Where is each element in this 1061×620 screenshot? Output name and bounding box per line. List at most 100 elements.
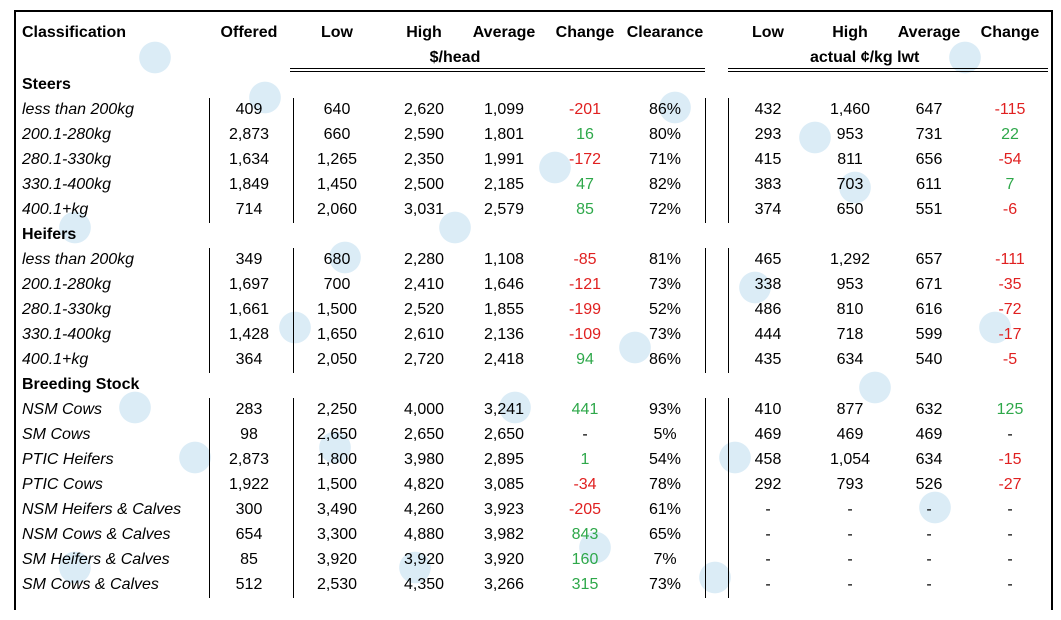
cell-change: - [582, 426, 588, 443]
cell-low: 2,530 [316, 576, 358, 593]
unit-cents-per-kg: actual ¢/kg lwt [810, 49, 920, 66]
row-label: less than 200kg [22, 101, 135, 118]
cell-change: -201 [568, 101, 602, 118]
cell-low-ckg: 415 [754, 151, 782, 168]
cell-high: 2,500 [403, 176, 445, 193]
cell-high-ckg: 634 [836, 351, 864, 368]
cell-change: 843 [571, 526, 599, 543]
cell-change: 1 [580, 451, 590, 468]
separator-prices [293, 248, 294, 373]
cell-clearance: 72% [648, 201, 682, 218]
cell-low-ckg: 410 [754, 401, 782, 418]
cell-change-ckg: -15 [998, 451, 1022, 468]
cell-average-ckg: 656 [915, 151, 943, 168]
cell-offered: 409 [235, 101, 263, 118]
separator-prices [293, 98, 294, 223]
cell-change-ckg: 7 [1005, 176, 1015, 193]
cell-offered: 300 [235, 501, 263, 518]
unit-per-head: $/head [429, 49, 481, 66]
row-label: SM Cows & Calves [22, 576, 159, 593]
cell-average-ckg: 647 [915, 101, 943, 118]
cell-low: 700 [323, 276, 351, 293]
cell-clearance: 86% [648, 351, 682, 368]
separator-offered [209, 398, 210, 598]
cell-high-ckg: - [847, 576, 853, 593]
cell-low: 2,050 [316, 351, 358, 368]
cell-average: 1,991 [483, 151, 525, 168]
cell-average-ckg: 611 [916, 176, 942, 193]
separator-offered [209, 248, 210, 373]
separator-offered [209, 98, 210, 223]
cell-average-ckg: - [926, 576, 932, 593]
header-change: Change [555, 24, 615, 41]
row-label: PTIC Heifers [22, 451, 114, 468]
cell-average: 1,108 [483, 251, 525, 268]
header-average: Average [472, 24, 536, 41]
cell-average: 2,650 [483, 426, 525, 443]
row-label: 200.1-280kg [22, 126, 111, 143]
header-change-ckg: Change [980, 24, 1040, 41]
cell-low: 680 [323, 251, 351, 268]
cell-low: 1,650 [316, 326, 358, 343]
cell-high-ckg: - [847, 551, 853, 568]
cell-high-ckg: 1,292 [829, 251, 871, 268]
cell-offered: 85 [240, 551, 258, 568]
cell-clearance: 5% [653, 426, 677, 443]
cell-low-ckg: 469 [754, 426, 782, 443]
cell-change-ckg: - [1007, 501, 1013, 518]
cell-average: 3,085 [483, 476, 525, 493]
cell-high: 4,880 [403, 526, 445, 543]
cell-high: 4,260 [403, 501, 445, 518]
cell-high: 2,280 [403, 251, 445, 268]
cell-high: 2,650 [403, 426, 445, 443]
cell-clearance: 73% [648, 326, 682, 343]
cell-change-ckg: -6 [1002, 201, 1018, 218]
header-clearance: Clearance [626, 24, 704, 41]
cell-high: 4,000 [403, 401, 445, 418]
cell-clearance: 86% [648, 101, 682, 118]
cell-average-ckg: - [926, 551, 932, 568]
header-high-ckg: High [832, 24, 868, 41]
cell-low: 2,250 [316, 401, 358, 418]
cell-high: 2,620 [403, 101, 445, 118]
cell-average: 2,895 [483, 451, 525, 468]
cell-clearance: 78% [648, 476, 682, 493]
cell-offered: 2,873 [228, 451, 270, 468]
cell-change: -109 [568, 326, 602, 343]
separator-clearance [705, 98, 706, 223]
cell-high: 3,980 [403, 451, 445, 468]
cell-average: 3,923 [483, 501, 525, 518]
cell-high-ckg: 703 [836, 176, 864, 193]
cell-change: 16 [576, 126, 594, 143]
cell-average-ckg: 671 [915, 276, 943, 293]
header-low-ckg: Low [752, 24, 784, 41]
cell-high-ckg: 718 [836, 326, 864, 343]
cell-high: 2,610 [403, 326, 445, 343]
cell-average: 1,099 [483, 101, 525, 118]
cell-low: 1,500 [316, 476, 358, 493]
header-underline-3 [728, 68, 1048, 69]
cell-change: 441 [571, 401, 599, 418]
cell-clearance: 82% [648, 176, 682, 193]
cell-average-ckg: 540 [915, 351, 943, 368]
cell-high: 3,031 [403, 201, 445, 218]
cell-average: 1,801 [483, 126, 525, 143]
cell-average: 2,579 [483, 201, 525, 218]
cell-clearance: 65% [648, 526, 682, 543]
cell-average-ckg: 551 [915, 201, 943, 218]
cell-change: -199 [568, 301, 602, 318]
cell-low: 3,490 [316, 501, 358, 518]
cell-average: 2,185 [483, 176, 525, 193]
cell-low-ckg: 292 [754, 476, 782, 493]
cell-clearance: 93% [648, 401, 682, 418]
cell-average-ckg: 632 [915, 401, 943, 418]
cell-low-ckg: 338 [754, 276, 782, 293]
cell-offered: 283 [235, 401, 263, 418]
cell-average-ckg: 469 [915, 426, 943, 443]
header-low: Low [321, 24, 353, 41]
cell-low-ckg: 432 [754, 101, 782, 118]
cell-clearance: 71% [648, 151, 682, 168]
cell-change-ckg: 22 [1001, 126, 1019, 143]
cell-high-ckg: 1,054 [829, 451, 871, 468]
cell-offered: 2,873 [228, 126, 270, 143]
